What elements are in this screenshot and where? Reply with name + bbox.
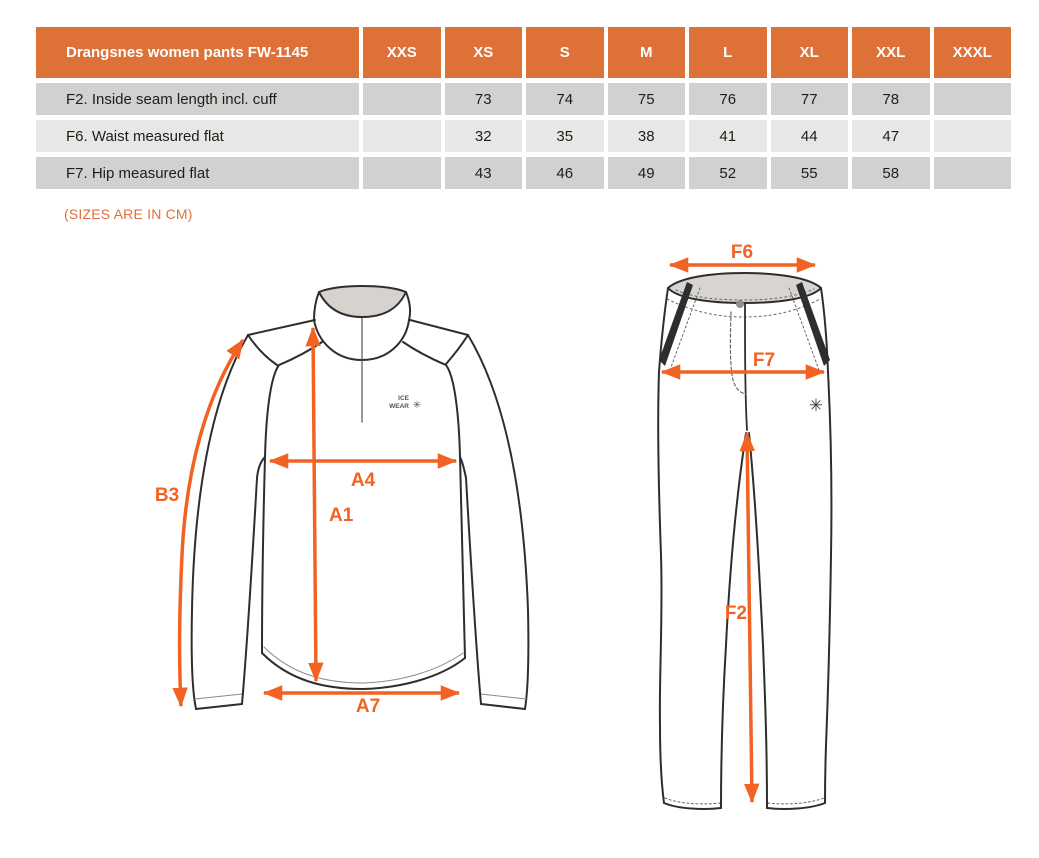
size-column-header: S	[526, 27, 604, 78]
b3-label: B3	[155, 485, 179, 506]
table-cell: 35	[526, 120, 604, 152]
f2-label: F2	[725, 603, 747, 624]
table-cell: 74	[526, 83, 604, 115]
table-cell: 58	[852, 157, 930, 189]
size-column-header: XXXL	[933, 27, 1011, 78]
table-cell: 77	[770, 83, 848, 115]
table-cell	[933, 83, 1011, 115]
size-column-header: XS	[444, 27, 522, 78]
a7-label: A7	[356, 696, 380, 717]
measurement-arrows	[172, 257, 826, 804]
table-cell: 76	[689, 83, 767, 115]
table-cell: 78	[852, 83, 930, 115]
table-cell	[933, 157, 1011, 189]
size-table: Drangsnes women pants FW-1145 XXS XS S M…	[36, 27, 1011, 189]
row-label: F2. Inside seam length incl. cuff	[36, 83, 359, 115]
sweater-diagram: ICE WEAR ✳	[190, 285, 530, 710]
table-cell: 46	[526, 157, 604, 189]
table-cell: 49	[607, 157, 685, 189]
logo-text-line1: ICE	[398, 395, 410, 402]
size-column-header: XXL	[852, 27, 930, 78]
table-cell	[363, 120, 441, 152]
table-cell: 52	[689, 157, 767, 189]
table-cell	[363, 83, 441, 115]
waist-button	[736, 300, 744, 308]
table-cell: 41	[689, 120, 767, 152]
sizes-unit-note: (SIZES ARE IN CM)	[64, 206, 193, 222]
snowflake-icon: ✳	[413, 400, 421, 411]
fly-line	[744, 302, 748, 431]
product-title-cell: Drangsnes women pants FW-1145	[36, 27, 359, 78]
table-cell: 43	[444, 157, 522, 189]
table-cell: 55	[770, 157, 848, 189]
row-label: F7. Hip measured flat	[36, 157, 359, 189]
pants-diagram: ✳	[657, 272, 833, 810]
table-cell	[363, 157, 441, 189]
table-cell: 38	[607, 120, 685, 152]
size-column-header: XL	[770, 27, 848, 78]
logo-text-line2: WEAR	[389, 403, 409, 410]
b3-arrow	[172, 338, 245, 708]
collar-top-panel	[318, 285, 407, 318]
a1-arrow	[305, 326, 324, 683]
table-cell	[933, 120, 1011, 152]
row-label: F6. Waist measured flat	[36, 120, 359, 152]
measurement-labels: B3 A4 A1 A7 F6 F7 F2	[155, 242, 775, 717]
size-column-header: L	[689, 27, 767, 78]
size-column-header: XXS	[363, 27, 441, 78]
pocket-left	[659, 282, 693, 366]
table-cell: 75	[607, 83, 685, 115]
size-column-header: M	[607, 27, 685, 78]
table-cell: 44	[770, 120, 848, 152]
table-cell: 73	[444, 83, 522, 115]
f2-arrow	[739, 431, 760, 804]
f6-label: F6	[731, 242, 753, 263]
snowflake-icon: ✳	[809, 396, 823, 415]
a1-label: A1	[329, 505, 354, 526]
pocket-right	[796, 282, 830, 366]
table-cell: 32	[444, 120, 522, 152]
table-cell: 47	[852, 120, 930, 152]
a4-label: A4	[351, 470, 376, 491]
f7-label: F7	[753, 350, 775, 371]
sweater-logo: ICE WEAR ✳	[389, 395, 421, 411]
